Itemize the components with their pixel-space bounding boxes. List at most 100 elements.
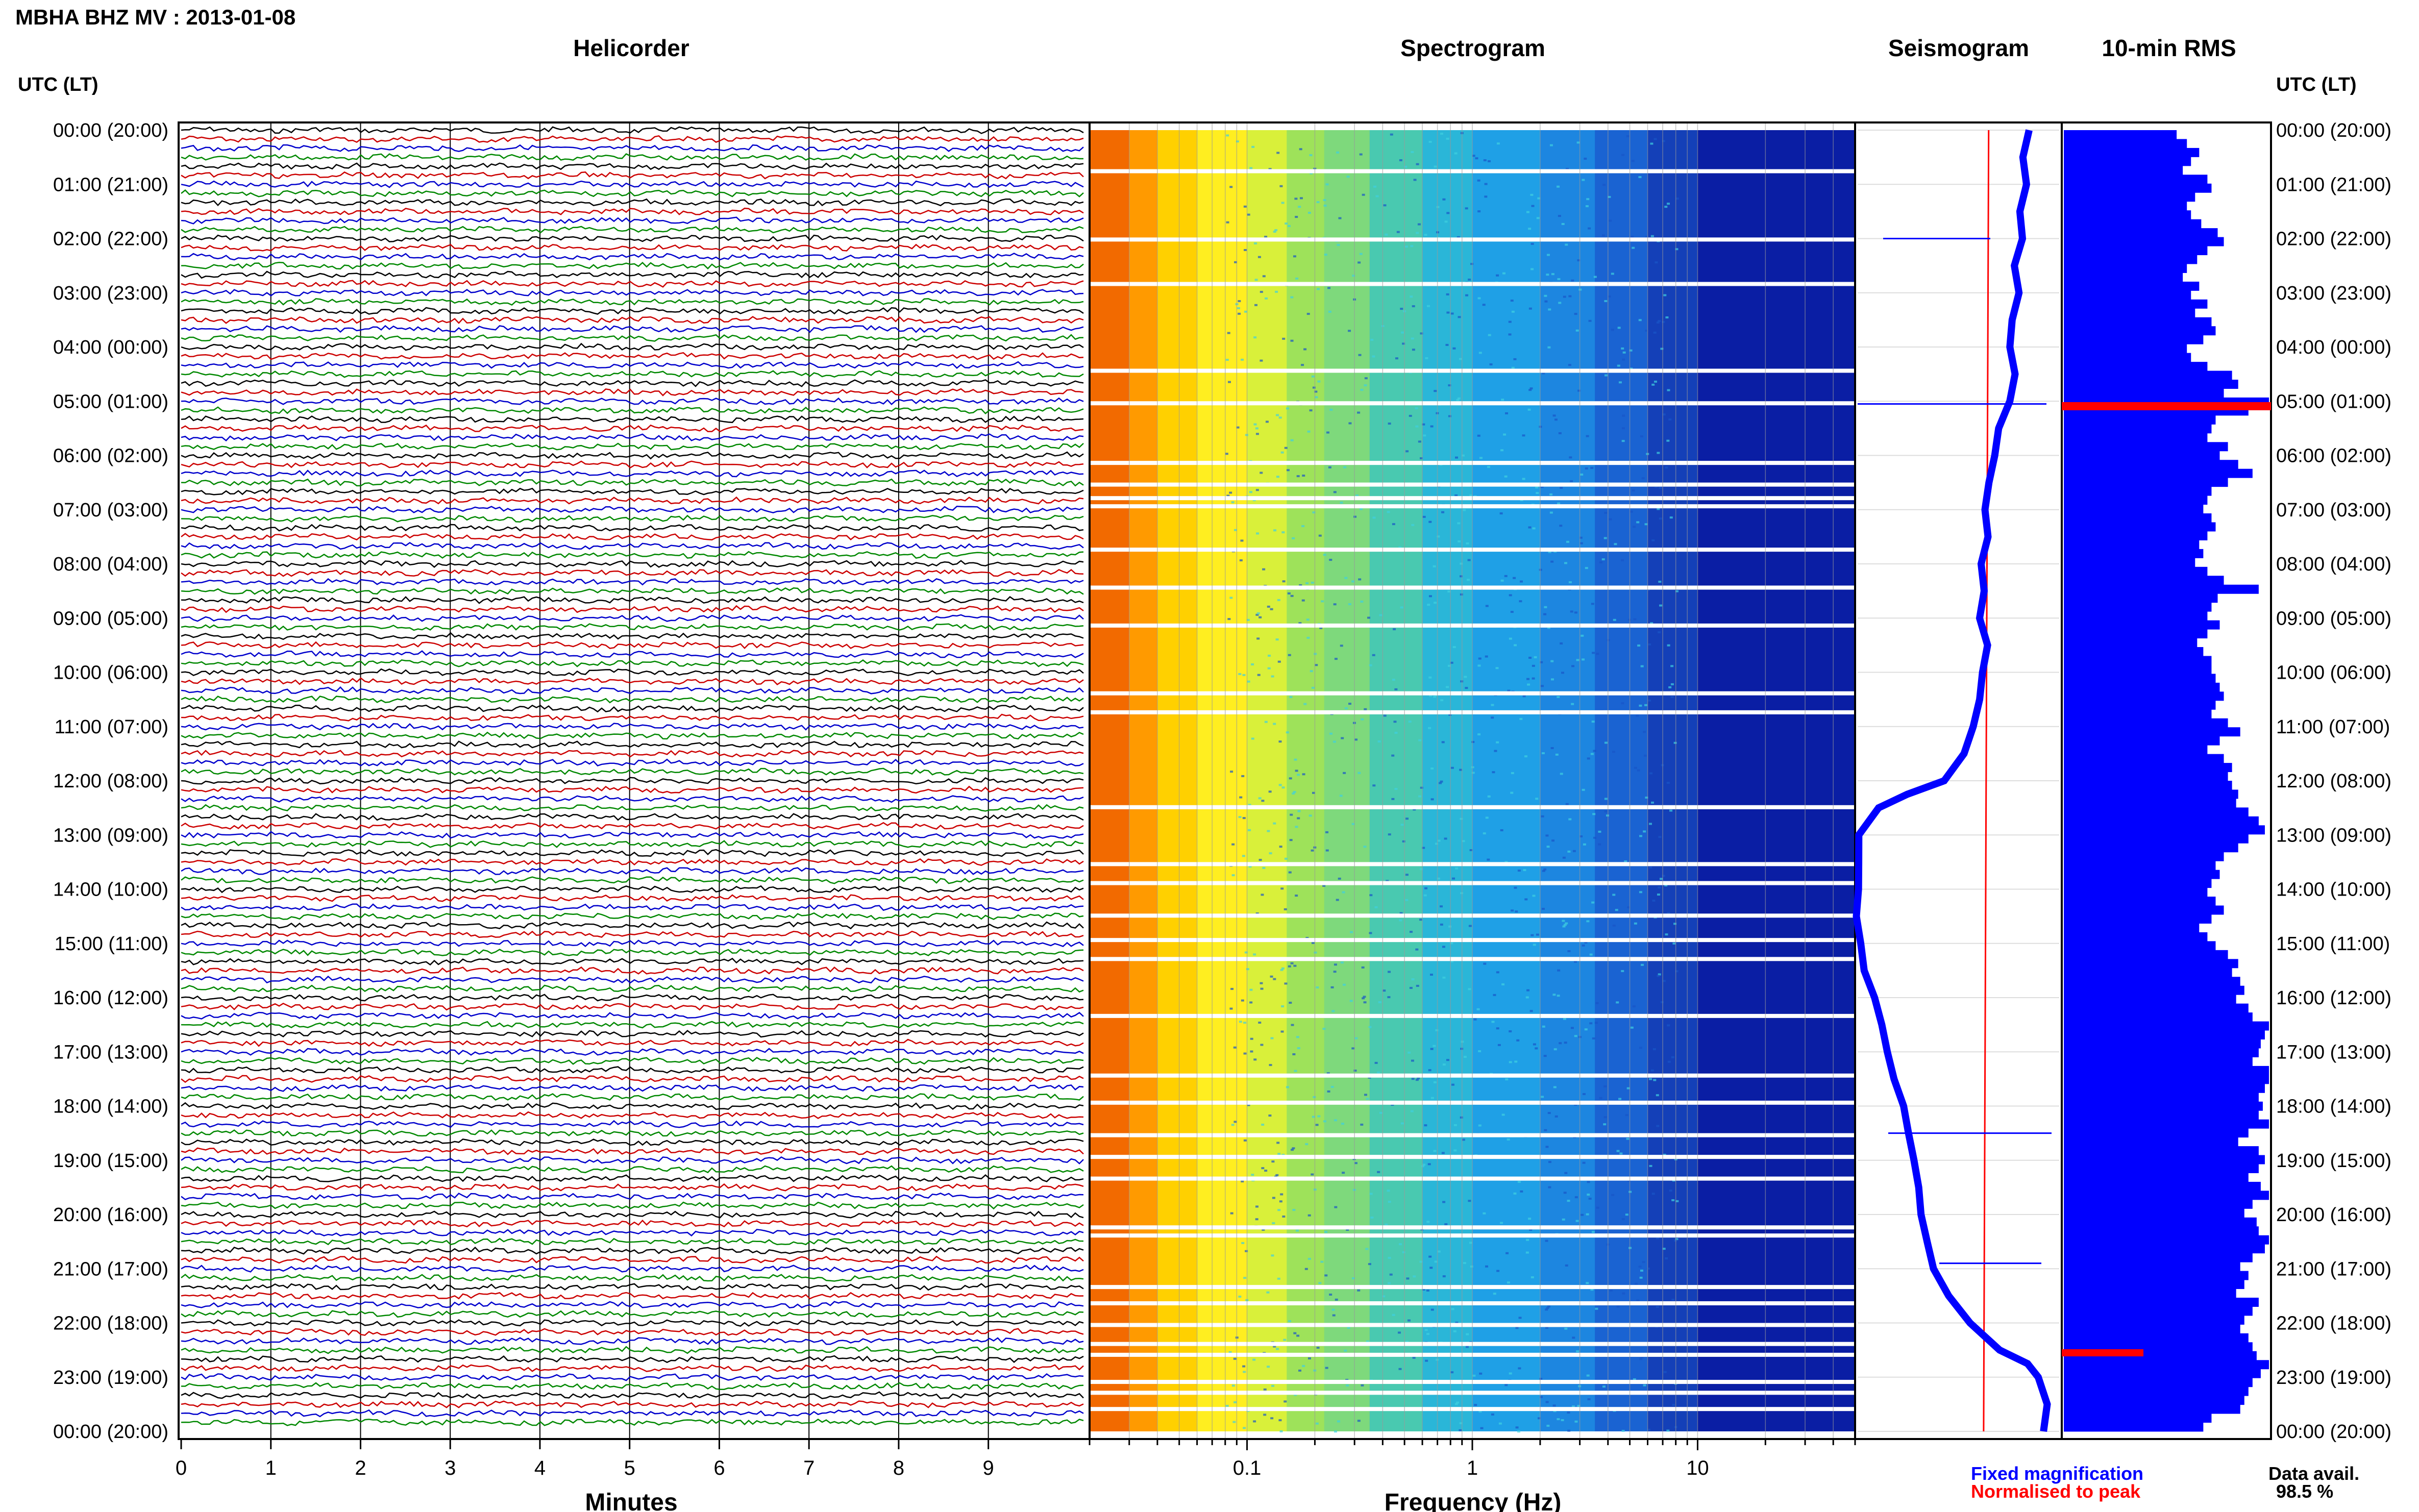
spectrogram-speckle (1614, 543, 1617, 546)
spectrogram-speckle (1246, 618, 1250, 621)
spectrogram-speckle (1450, 661, 1453, 664)
spectrogram-speckle (1413, 1275, 1416, 1278)
spectrogram-speckle (1255, 613, 1259, 616)
spectrogram-speckle (1264, 236, 1268, 238)
spectrogram-speckle (1639, 835, 1643, 837)
spectrogram-speckle (1396, 231, 1400, 233)
spectrogram-speckle (1363, 1001, 1367, 1004)
spectrogram-speckle (1326, 431, 1329, 434)
spectrogram-speckle (1329, 1293, 1332, 1296)
spectrogram-speckle (1636, 714, 1639, 717)
spectrogram-speckle (1293, 1332, 1297, 1334)
spectrogram-speckle (1232, 1421, 1236, 1423)
spectrogram-speckle (1360, 600, 1364, 603)
spectrogram-speckle (1341, 1123, 1344, 1125)
spectrogram-speckle (1657, 975, 1660, 977)
rms-bar (2064, 985, 2244, 995)
spectrogram-speckle (1564, 1172, 1568, 1174)
spectrogram-speckle (1526, 211, 1529, 213)
spectrogram-speckle (1466, 542, 1469, 544)
spectrogram-speckle (1331, 1010, 1335, 1012)
rms-bar (2064, 1083, 2265, 1093)
spectrogram-speckle (1499, 512, 1503, 515)
spectrogram-speckle (1675, 197, 1679, 200)
spectrogram-speckle (1264, 1170, 1268, 1172)
rms-bar (2064, 1217, 2257, 1227)
spectrogram-speckle (1251, 737, 1254, 740)
freq-tick-label: 10 (1686, 1457, 1709, 1479)
spectrogram-speckle (1342, 891, 1345, 894)
rms-bar (2064, 380, 2238, 389)
spectrogram-speckle (1404, 165, 1408, 168)
helicorder-trace (181, 1147, 1084, 1155)
spectrogram-speckle (1557, 278, 1561, 280)
helicorder-trace (181, 451, 1084, 460)
spectrogram-speckle (1317, 380, 1321, 383)
spectrogram-speckle (1471, 772, 1475, 774)
spectrogram-speckle (1558, 215, 1561, 217)
spectrogram-speckle (1651, 383, 1655, 386)
spectrogram-speckle (1559, 1042, 1562, 1045)
spectrogram-speckle (1442, 1275, 1446, 1278)
spectrogram-speckle (1651, 1193, 1655, 1195)
rms-bar (2064, 299, 2208, 309)
spectrogram-speckle (1290, 962, 1294, 964)
time-tick-label-right: 18:00 (14:00) (2276, 1096, 2391, 1118)
spectrogram-speckle (1306, 313, 1310, 315)
spectrogram-speckle (1261, 1167, 1265, 1170)
spectrogram-speckle (1323, 554, 1326, 556)
rms-bar (2064, 362, 2208, 371)
spectrogram-speckle (1622, 414, 1625, 417)
spectrogram-speckle (1656, 1125, 1660, 1127)
spectrogram-speckle (1638, 1266, 1642, 1268)
spectrogram-speckle (1520, 1190, 1523, 1193)
spectrogram-speckle (1524, 755, 1527, 758)
frequency-axis-label: Frequency (Hz) (1385, 1489, 1562, 1512)
helicorder-trace (181, 1301, 1084, 1309)
spectrogram-speckle (1413, 179, 1417, 181)
time-tick-label-right: 16:00 (12:00) (2276, 987, 2391, 1009)
spectrogram-speckle (1346, 176, 1350, 178)
spectrogram-speckle (1238, 300, 1241, 303)
spectrogram-speckle (1507, 689, 1511, 692)
spectrogram-speckle (1631, 235, 1634, 238)
spectrogram-speckle (1238, 312, 1241, 315)
right-axis-title: UTC (LT) (2276, 74, 2357, 95)
spectrogram-speckle (1277, 1153, 1281, 1155)
helicorder-trace (181, 903, 1084, 911)
spectrogram-speckle (1344, 1349, 1347, 1352)
spectrogram-speckle (1331, 1308, 1335, 1311)
helicorder-trace (181, 496, 1084, 505)
spectrogram-speckle (1625, 1213, 1628, 1216)
spectrogram-speckle (1262, 866, 1266, 869)
rms-bar (2064, 1404, 2240, 1414)
spectrogram-speckle (1464, 676, 1467, 678)
spectrogram-speckle (1387, 511, 1390, 513)
spectrogram-speckle (1261, 800, 1265, 802)
spectrogram-speckle (1400, 308, 1403, 310)
spectrogram-speckle (1598, 843, 1601, 846)
spectrogram-speckle (1272, 1197, 1275, 1199)
helicorder-trace (181, 867, 1084, 875)
spectrogram-speckle (1640, 1269, 1643, 1272)
spectrogram-speckle (1576, 141, 1580, 144)
helicorder-trace (181, 894, 1084, 902)
spectrogram-speckle (1456, 399, 1460, 401)
spectrogram-speckle (1280, 1193, 1283, 1196)
spectrogram-speckle (1675, 1238, 1679, 1241)
spectrogram-speckle (1409, 986, 1413, 989)
spectrogram-speckle (1243, 1139, 1247, 1142)
spectrogram-speckle (1324, 1231, 1328, 1233)
rms-bar (2064, 620, 2220, 630)
spectrogram-speckle (1537, 197, 1541, 200)
spectrogram-speckle (1262, 568, 1266, 571)
rms-bar (2064, 344, 2187, 354)
spectrogram-speckle (1282, 580, 1286, 583)
spectrogram-speckle (1591, 721, 1595, 723)
spectrogram-speckle (1281, 967, 1285, 970)
spectrogram-speckle (1281, 1005, 1285, 1008)
helicorder-minute-grid (270, 122, 989, 1439)
spectrogram-speckle (1333, 971, 1337, 973)
helicorder-trace (181, 253, 1084, 261)
spectrogram-speckle (1253, 423, 1257, 426)
